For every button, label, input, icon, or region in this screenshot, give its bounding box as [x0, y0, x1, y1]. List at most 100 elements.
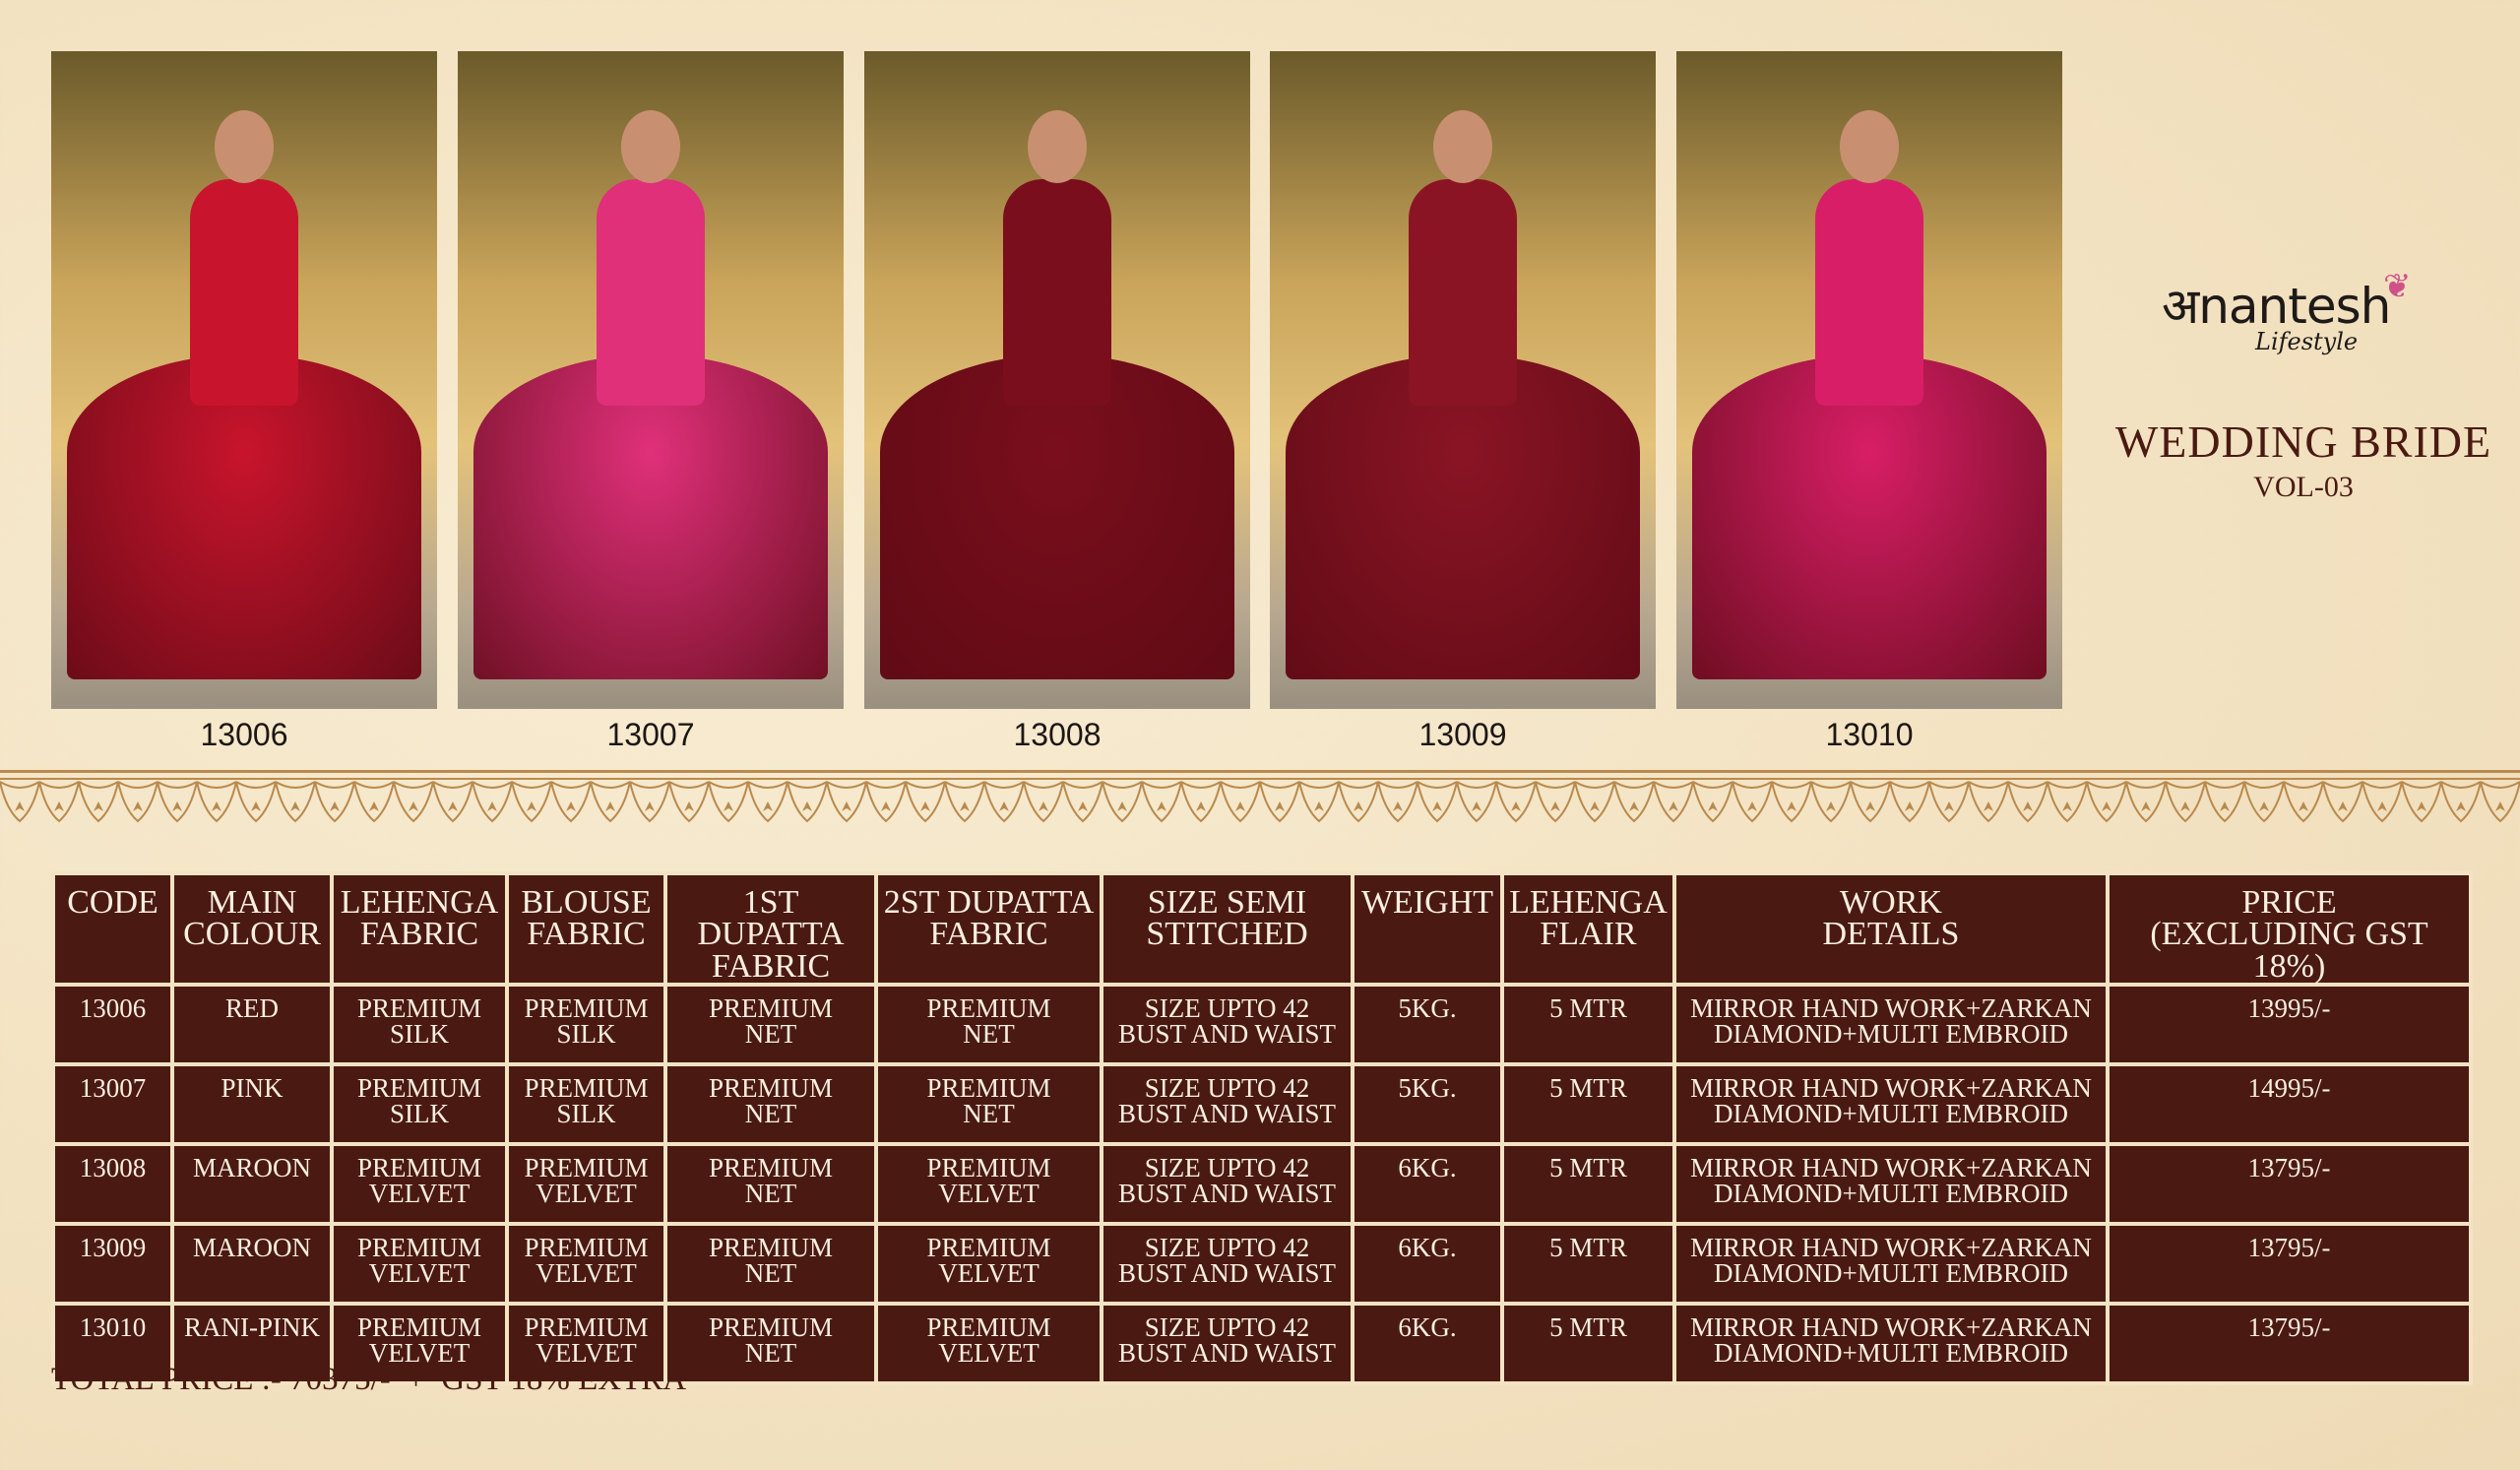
cell-line: 5KG. — [1398, 992, 1457, 1023]
lace-arch — [1850, 781, 1891, 823]
cell-line: 5 MTR — [1549, 1152, 1627, 1182]
product-photo — [1270, 51, 1656, 709]
lace-arch — [1298, 781, 1340, 823]
cell-line: MAIN — [207, 884, 297, 921]
cell-line: BLOUSE — [521, 884, 652, 921]
blouse — [1003, 179, 1111, 406]
cell-line: PREMIUM — [926, 1152, 1051, 1182]
cell-line: FABRIC — [711, 947, 831, 985]
blouse — [190, 179, 298, 406]
cell-line: SIZE UPTO 42 — [1144, 992, 1310, 1023]
catalog-title: WEDDING BRIDE — [2114, 416, 2492, 467]
lace-arch — [865, 781, 907, 823]
cell-line: VELVET — [938, 1178, 1040, 1208]
cell-line: PREMIUM — [524, 1232, 649, 1262]
lace-scallop — [1417, 781, 1458, 789]
lace-scallop — [353, 781, 395, 789]
lace-leaf — [1472, 801, 1481, 811]
table-cell: 5 MTR — [1500, 1221, 1676, 1306]
lace-leaf — [290, 801, 300, 811]
model-head — [621, 110, 680, 183]
cell-line: 13010 — [79, 1311, 147, 1342]
lace-arch — [432, 781, 473, 823]
cell-line: PREMIUM — [356, 1311, 482, 1342]
lace-arch — [1417, 781, 1458, 823]
lace-scallop — [1338, 781, 1379, 789]
cell-line: 13006 — [79, 992, 147, 1023]
cell-line: PREMIUM — [926, 1232, 1051, 1262]
lace-scallop — [905, 781, 946, 789]
lace-arch — [2480, 781, 2520, 823]
table-cell: PREMIUM VELVET — [505, 1221, 667, 1306]
lace-arch — [1495, 781, 1537, 823]
product-photo — [1676, 51, 2062, 709]
cell-line: PREMIUM — [356, 992, 482, 1023]
lace-leaf — [527, 801, 536, 811]
cell-line: NET — [963, 1018, 1015, 1049]
lace-arch — [275, 781, 316, 823]
column-header: BLOUSE FABRIC — [505, 871, 667, 987]
cell-line: PREMIUM — [926, 1072, 1051, 1103]
lace-scallop — [668, 781, 710, 789]
lace-arch — [2322, 781, 2363, 823]
table-cell: PINK — [170, 1061, 334, 1146]
lace-scallop — [2322, 781, 2363, 789]
column-header: 1ST DUPATTA FABRIC — [663, 871, 878, 987]
lace-border-ornament — [0, 781, 2520, 823]
lehenga-skirt — [473, 354, 828, 679]
lace-leaf — [330, 801, 340, 811]
table-cell: SIZE UPTO 42 BUST AND WAIST — [1100, 1141, 1354, 1226]
lace-leaf — [2417, 801, 2426, 811]
cell-line: 5 MTR — [1549, 1072, 1627, 1103]
lace-scallop — [1732, 781, 1773, 789]
model-head — [1433, 110, 1492, 183]
lace-leaf — [1078, 801, 1088, 811]
cell-line: 13795/- — [2247, 1152, 2331, 1182]
lace-arch — [826, 781, 867, 823]
lace-scallop — [2086, 781, 2127, 789]
lace-leaf — [1865, 801, 1875, 811]
lace-arch — [196, 781, 237, 823]
lace-leaf — [1590, 801, 1600, 811]
total-price: TOTAL PRICE :- 70375/- + GST 18% EXTRA — [51, 1362, 687, 1397]
lace-scallop — [865, 781, 907, 789]
lace-scallop — [1141, 781, 1182, 789]
cell-line: STITCHED — [1146, 916, 1308, 953]
cell-line: BUST AND WAIST — [1117, 1018, 1337, 1049]
table-cell: SIZE UPTO 42 BUST AND WAIST — [1100, 1061, 1354, 1146]
lace-leaf — [2180, 801, 2190, 811]
lace-arch — [117, 781, 158, 823]
cell-line: DIAMOND+MULTI EMBROID — [1714, 1098, 2068, 1128]
cell-line: SIZE SEMI — [1147, 884, 1307, 921]
lace-leaf — [487, 801, 497, 811]
cell-line: DIAMOND+MULTI EMBROID — [1714, 1257, 2068, 1288]
cell-line: WEIGHT — [1360, 884, 1494, 921]
lace-leaf — [1550, 801, 1560, 811]
cell-line: 5 MTR — [1549, 1311, 1627, 1342]
table-cell: MAROON — [170, 1141, 334, 1226]
lace-arch — [905, 781, 946, 823]
cell-line: RED — [225, 992, 279, 1023]
cell-line: PREMIUM — [708, 1311, 834, 1342]
lace-scallop — [747, 781, 788, 789]
table-cell: SIZE UPTO 42 BUST AND WAIST — [1100, 1301, 1354, 1385]
lace-arch — [1023, 781, 1064, 823]
model-head — [1840, 110, 1899, 183]
lace-leaf — [409, 801, 418, 811]
table-cell: 13795/- — [2106, 1221, 2473, 1306]
lace-leaf — [1157, 801, 1166, 811]
lace-leaf — [448, 801, 458, 811]
cell-line: 13795/- — [2247, 1232, 2331, 1262]
lace-arch — [668, 781, 710, 823]
cell-line: LEHENGA — [1509, 884, 1668, 921]
lace-arch — [1810, 781, 1852, 823]
lace-leaf — [920, 801, 930, 811]
cell-line: VELVET — [536, 1337, 637, 1368]
lace-arch — [2440, 781, 2482, 823]
table-row: 13009 MAROON PREMIUM VELVET PREMIUM VELVET PRE… — [51, 1221, 2473, 1306]
lace-arch — [1535, 781, 1576, 823]
divider-line — [0, 770, 2520, 773]
lace-arch — [2204, 781, 2245, 823]
column-header: LEHENGA FLAIR — [1500, 871, 1676, 987]
table-cell: SIZE UPTO 42 BUST AND WAIST — [1100, 982, 1354, 1066]
